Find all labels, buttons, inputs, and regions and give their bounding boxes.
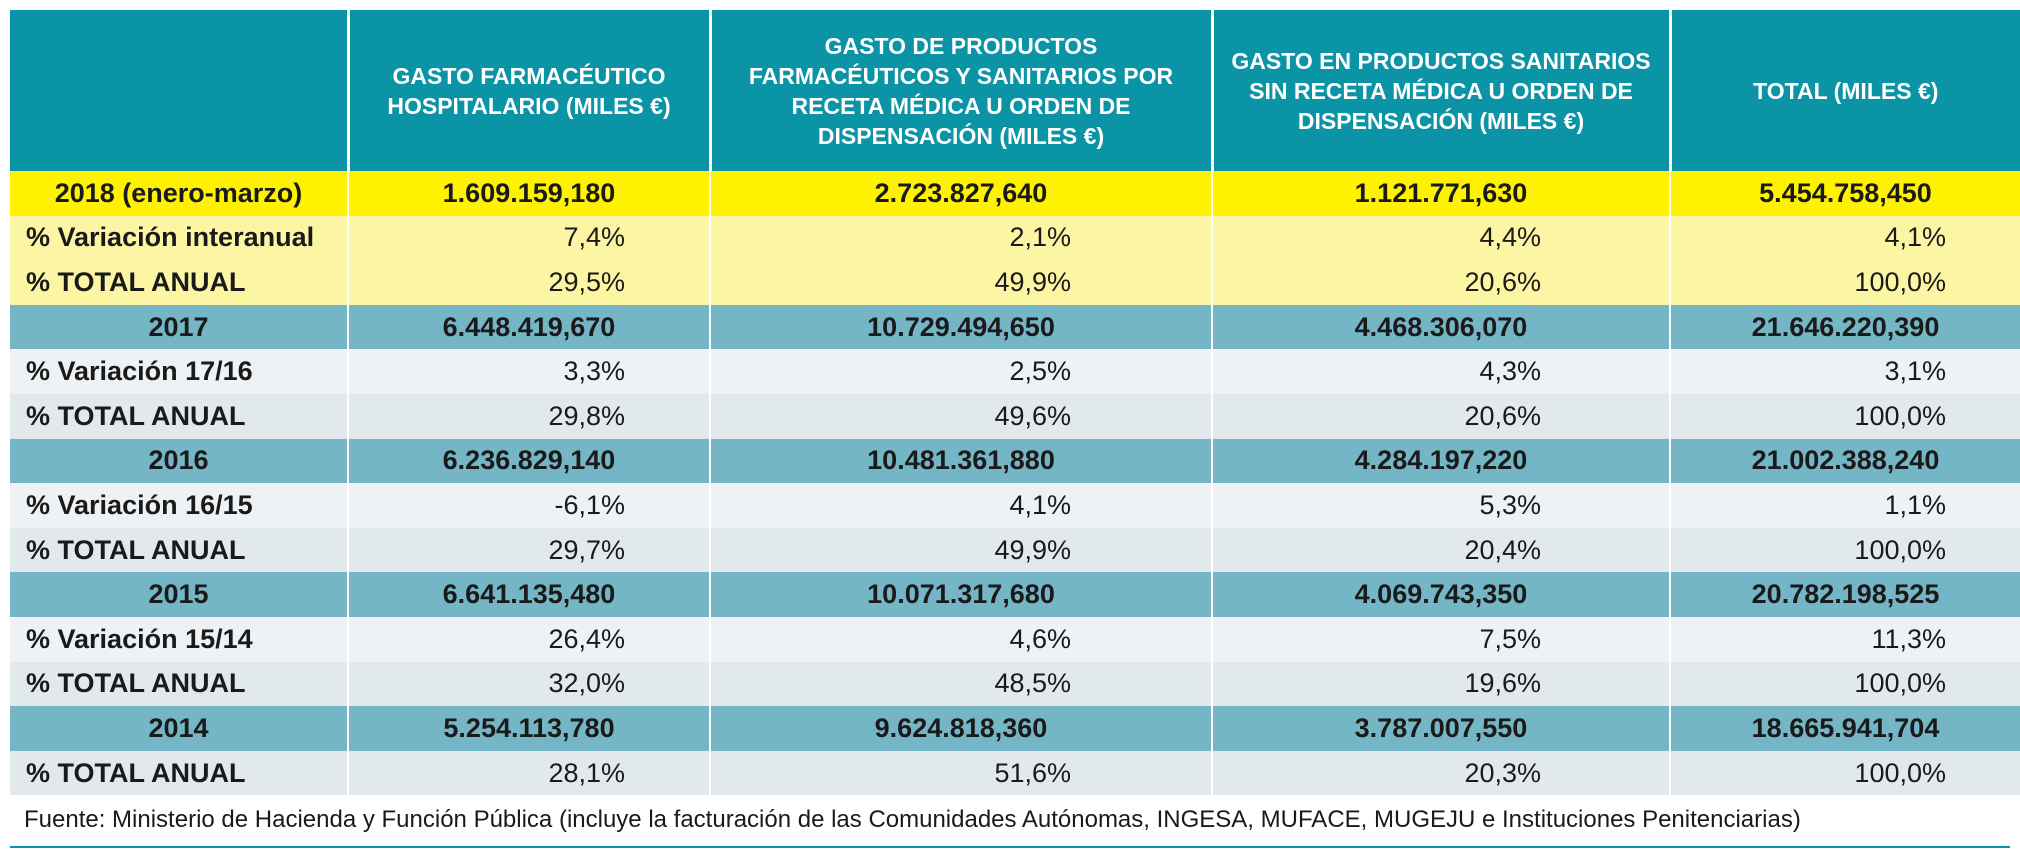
cell-value: 32,0% — [347, 661, 710, 707]
cell-value: 10.071.317,680 — [709, 572, 1212, 617]
cell-value: 2,1% — [709, 215, 1212, 261]
cell-value: 10.481.361,880 — [709, 438, 1212, 484]
cell-value: 20.782.198,525 — [1669, 572, 2020, 617]
cell-value: 7,5% — [1211, 616, 1670, 662]
cell-value: 26,4% — [347, 616, 710, 662]
cell-value: 49,6% — [709, 393, 1212, 439]
table-row: % Variación 16/15 -6,1% 4,1% 5,3% 1,1% — [10, 483, 2020, 528]
cell-value: 5.454.758,450 — [1669, 171, 2020, 216]
column-header: TOTAL (MILES €) — [1668, 10, 2020, 171]
cell-value: 51,6% — [709, 750, 1212, 796]
cell-value: 21.002.388,240 — [1669, 438, 2020, 484]
cell-value: 48,5% — [709, 661, 1212, 707]
header-row: GASTO FARMACÉUTICO HOSPITALARIO (MILES €… — [10, 10, 2020, 171]
cell-value: 3,3% — [347, 349, 710, 394]
cell-value: 2,5% — [709, 349, 1212, 394]
table-body: 2018 (enero-marzo) 1.609.159,180 2.723.827… — [10, 171, 2020, 796]
cell-value: 5,3% — [1211, 483, 1670, 528]
row-label: 2015 — [10, 572, 348, 617]
cell-value: 20,4% — [1211, 527, 1670, 573]
cell-value: 1,1% — [1669, 483, 2020, 528]
cell-value: 7,4% — [347, 215, 710, 261]
cell-value: 9.624.818,360 — [709, 706, 1212, 751]
cell-value: 100,0% — [1669, 750, 2020, 796]
row-label: % Variación interanual — [10, 215, 348, 261]
cell-value: 2.723.827,640 — [709, 171, 1212, 216]
cell-value: 4,3% — [1211, 349, 1670, 394]
cell-value: 49,9% — [709, 527, 1212, 573]
table-row: 2017 6.448.419,670 10.729.494,650 4.468.306… — [10, 304, 2020, 350]
cell-value: 6.236.829,140 — [347, 438, 710, 484]
cell-value: 20,6% — [1211, 260, 1670, 305]
cell-value: 100,0% — [1669, 260, 2020, 305]
corner-cell — [10, 10, 348, 171]
cell-value: 3,1% — [1669, 349, 2020, 394]
row-label: 2016 — [10, 438, 348, 484]
bottom-rule — [10, 846, 2010, 848]
row-label: % Variación 16/15 — [10, 483, 348, 528]
row-label: % Variación 15/14 — [10, 616, 348, 662]
table-row: % TOTAL ANUAL 29,8% 49,6% 20,6% 100,0% — [10, 393, 2020, 439]
table-wrap: GASTO FARMACÉUTICO HOSPITALARIO (MILES €… — [10, 10, 2020, 796]
row-label: 2014 — [10, 706, 348, 751]
column-header: GASTO FARMACÉUTICO HOSPITALARIO (MILES €… — [346, 10, 710, 171]
cell-value: 1.609.159,180 — [347, 171, 710, 216]
cell-value: 29,5% — [347, 260, 710, 305]
cell-value: 18.665.941,704 — [1669, 706, 2020, 751]
table-row: 2015 6.641.135,480 10.071.317,680 4.069.743… — [10, 572, 2020, 617]
row-label: % Variación 17/16 — [10, 349, 348, 394]
row-label: % TOTAL ANUAL — [10, 750, 348, 796]
cell-value: 6.448.419,670 — [347, 304, 710, 350]
row-label: 2017 — [10, 304, 348, 350]
table-row: % Variación interanual 7,4% 2,1% 4,4% 4,1% — [10, 215, 2020, 261]
column-header: GASTO EN PRODUCTOS SANITARIOS SIN RECETA… — [1210, 10, 1670, 171]
cell-value: 4,4% — [1211, 215, 1670, 261]
cell-value: 19,6% — [1211, 661, 1670, 707]
table-row: % TOTAL ANUAL 32,0% 48,5% 19,6% 100,0% — [10, 661, 2020, 707]
data-table: GASTO FARMACÉUTICO HOSPITALARIO (MILES €… — [10, 10, 2020, 796]
table-row: % TOTAL ANUAL 28,1% 51,6% 20,3% 100,0% — [10, 750, 2020, 796]
cell-value: 4,1% — [1669, 215, 2020, 261]
table-row: 2018 (enero-marzo) 1.609.159,180 2.723.827… — [10, 171, 2020, 216]
table-row: 2016 6.236.829,140 10.481.361,880 4.284.197… — [10, 438, 2020, 484]
cell-value: 20,3% — [1211, 750, 1670, 796]
table-row: % TOTAL ANUAL 29,7% 49,9% 20,4% 100,0% — [10, 527, 2020, 573]
cell-value: 4.284.197,220 — [1211, 438, 1670, 484]
cell-value: 3.787.007,550 — [1211, 706, 1670, 751]
cell-value: 11,3% — [1669, 616, 2020, 662]
cell-value: 100,0% — [1669, 661, 2020, 707]
cell-value: -6,1% — [347, 483, 710, 528]
cell-value: 49,9% — [709, 260, 1212, 305]
cell-value: 21.646.220,390 — [1669, 304, 2020, 350]
row-label: % TOTAL ANUAL — [10, 393, 348, 439]
cell-value: 1.121.771,630 — [1211, 171, 1670, 216]
row-label: % TOTAL ANUAL — [10, 260, 348, 305]
cell-value: 100,0% — [1669, 393, 2020, 439]
cell-value: 10.729.494,650 — [709, 304, 1212, 350]
cell-value: 4.468.306,070 — [1211, 304, 1670, 350]
column-header: GASTO DE PRODUCTOS FARMACÉUTICOS Y SANIT… — [708, 10, 1212, 171]
cell-value: 4,1% — [709, 483, 1212, 528]
cell-value: 6.641.135,480 — [347, 572, 710, 617]
row-label: % TOTAL ANUAL — [10, 661, 348, 707]
cell-value: 28,1% — [347, 750, 710, 796]
row-label: 2018 (enero-marzo) — [10, 171, 348, 216]
cell-value: 20,6% — [1211, 393, 1670, 439]
cell-value: 4.069.743,350 — [1211, 572, 1670, 617]
cell-value: 100,0% — [1669, 527, 2020, 573]
cell-value: 29,7% — [347, 527, 710, 573]
table-row: % Variación 15/14 26,4% 4,6% 7,5% 11,3% — [10, 616, 2020, 662]
row-label: % TOTAL ANUAL — [10, 527, 348, 573]
table-row: % Variación 17/16 3,3% 2,5% 4,3% 3,1% — [10, 349, 2020, 394]
source-note: Fuente: Ministerio de Hacienda y Función… — [24, 806, 1801, 833]
cell-value: 4,6% — [709, 616, 1212, 662]
table-row: 2014 5.254.113,780 9.624.818,360 3.787.007,… — [10, 706, 2020, 751]
table-row: % TOTAL ANUAL 29,5% 49,9% 20,6% 100,0% — [10, 260, 2020, 305]
cell-value: 29,8% — [347, 393, 710, 439]
cell-value: 5.254.113,780 — [347, 706, 710, 751]
